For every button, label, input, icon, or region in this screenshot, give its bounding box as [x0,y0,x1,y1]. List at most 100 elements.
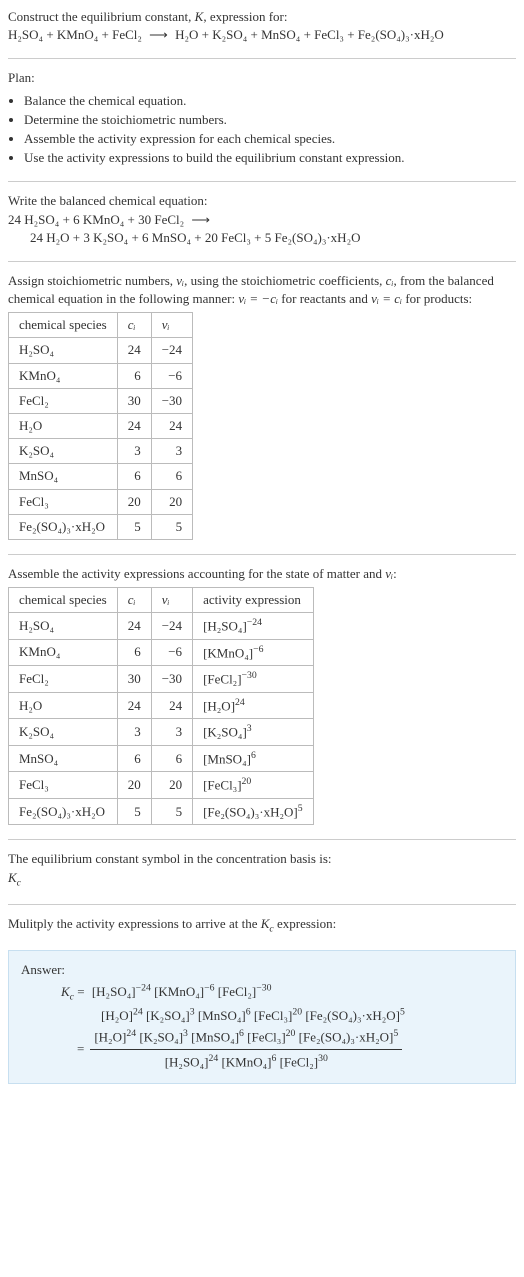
species-cell: FeCl₃ [9,772,118,799]
reaction-rhs: H₂O + K₂SO₄ + MnSO₄ + FeCl₃ + Fe₂(SO₄)₃·… [175,27,444,42]
assign-text: Assign stoichiometric numbers, νᵢ, using… [8,272,516,308]
species-cell: Fe₂(SO₄)₃·xH₂O [9,514,118,539]
balanced-rhs: 24 H₂O + 3 K₂SO₄ + 6 MnSO₄ + 20 FeCl₃ + … [30,230,361,245]
balanced-lhs: 24 H₂SO₄ + 6 KMnO₄ + 30 FeCl₂ [8,212,184,227]
reaction-lhs: H₂SO₄ + KMnO₄ + FeCl₂ [8,27,142,42]
table-row: H₂SO₄24−24[H₂SO₄]−24 [9,613,314,640]
table-row: MnSO₄66 [9,464,193,489]
prompt-section: Construct the equilibrium constant, K, e… [8,8,516,44]
activity-cell: [H₂SO₄]−24 [193,613,314,640]
assemble-section: Assemble the activity expressions accoun… [8,565,516,826]
nu-cell: 24 [151,692,192,719]
answer-label: Answer: [21,961,503,979]
assign-pre: Assign stoichiometric numbers, [8,273,176,288]
divider [8,839,516,840]
multiply-post: expression: [274,916,336,931]
table-row: KMnO₄6−6[KMnO₄]−6 [9,639,314,666]
table-row: K₂SO₄33 [9,439,193,464]
multiply-section: Mulitply the activity expressions to arr… [8,915,516,936]
table-row: MnSO₄66[MnSO₄]6 [9,745,314,772]
nu-cell: −30 [151,666,192,693]
species-cell: MnSO₄ [9,464,118,489]
divider [8,261,516,262]
nu-cell: 20 [151,772,192,799]
answer-box: Answer: Kc = [H₂SO₄]−24 [KMnO₄]−6 [FeCl₂… [8,950,516,1084]
nu-cell: 6 [151,745,192,772]
nu-cell: 5 [151,798,192,825]
nu-cell: −24 [151,613,192,640]
stoich-table: chemical species cᵢ νᵢ H₂SO₄24−24KMnO₄6−… [8,312,193,540]
species-cell: H₂O [9,414,118,439]
nu-cell: −6 [151,639,192,666]
fraction-denominator: [H₂SO₄]24 [KMnO₄]6 [FeCl₂]30 [90,1050,402,1072]
table-row: H₂O2424[H₂O]24 [9,692,314,719]
plan-item: Assemble the activity expression for eac… [24,130,516,148]
activity-cell: [MnSO₄]6 [193,745,314,772]
nu-cell: −24 [151,338,192,363]
activity-cell: [FeCl₃]20 [193,772,314,799]
ci-cell: 30 [117,666,151,693]
equals-sign: = [61,1040,84,1058]
assign-text-react: for reactants and [278,291,371,306]
activity-cell: [KMnO₄]−6 [193,639,314,666]
multiply-kc: Kc [261,916,274,931]
assign-rel-prod: νᵢ = cᵢ [371,291,402,306]
table-header: νᵢ [151,313,192,338]
activity-cell: [FeCl₂]−30 [193,666,314,693]
balanced-section: Write the balanced chemical equation: 24… [8,192,516,247]
table-row: FeCl₂30−30[FeCl₂]−30 [9,666,314,693]
multiply-pre: Mulitply the activity expressions to arr… [8,916,261,931]
assemble-nu: νᵢ [385,566,393,581]
divider [8,904,516,905]
ci-cell: 20 [117,489,151,514]
species-cell: KMnO₄ [9,363,118,388]
nu-cell: −30 [151,388,192,413]
species-cell: H₂SO₄ [9,338,118,363]
table-row: KMnO₄6−6 [9,363,193,388]
ci-cell: 6 [117,464,151,489]
reaction-arrow: ⟶ [149,26,168,44]
balanced-arrow: ⟶ [191,211,210,229]
nu-cell: 3 [151,719,192,746]
balanced-lhs-line: 24 H₂SO₄ + 6 KMnO₄ + 30 FeCl₂ ⟶ [8,211,516,229]
ci-cell: 6 [117,745,151,772]
species-cell: Fe₂(SO₄)₃·xH₂O [9,798,118,825]
ci-cell: 30 [117,388,151,413]
assign-text-prod: for products: [402,291,472,306]
ci-cell: 24 [117,414,151,439]
nu-cell: 24 [151,414,192,439]
table-row: FeCl₃2020 [9,489,193,514]
answer-line2: [H₂O]24 [K₂SO₄]3 [MnSO₄]6 [FeCl₃]20 [Fe₂… [61,1006,503,1026]
species-cell: FeCl₃ [9,489,118,514]
species-cell: FeCl₂ [9,388,118,413]
answer-kc: Kc = [61,984,92,999]
table-header: activity expression [193,588,314,613]
table-row: K₂SO₄33[K₂SO₄]3 [9,719,314,746]
ci-cell: 3 [117,719,151,746]
prompt-line1: Construct the equilibrium constant, K, e… [8,8,516,26]
assign-rel-react: νᵢ = −cᵢ [238,291,278,306]
plan-item: Determine the stoichiometric numbers. [24,111,516,129]
answer-body: Kc = [H₂SO₄]−24 [KMnO₄]−6 [FeCl₂]−30 [H₂… [21,981,503,1071]
nu-cell: 5 [151,514,192,539]
ci-cell: 6 [117,639,151,666]
plan-section: Plan: Balance the chemical equation. Det… [8,69,516,167]
plan-item: Use the activity expressions to build th… [24,149,516,167]
divider [8,58,516,59]
table-header: cᵢ [117,588,151,613]
ci-cell: 24 [117,338,151,363]
assign-mid1: , using the stoichiometric coefficients, [184,273,386,288]
assign-section: Assign stoichiometric numbers, νᵢ , using… [8,272,516,540]
table-row: Fe₂(SO₄)₃·xH₂O55 [9,514,193,539]
divider [8,181,516,182]
answer-line1: Kc = [H₂SO₄]−24 [KMnO₄]−6 [FeCl₂]−30 [61,981,503,1004]
ci-cell: 5 [117,798,151,825]
answer-frac-line: = [H₂O]24 [K₂SO₄]3 [MnSO₄]6 [FeCl₃]20 [F… [61,1027,503,1071]
table-header: chemical species [9,588,118,613]
ci-cell: 20 [117,772,151,799]
activity-cell: [H₂O]24 [193,692,314,719]
species-cell: H₂SO₄ [9,613,118,640]
nu-cell: 20 [151,489,192,514]
plan-item: Balance the chemical equation. [24,92,516,110]
nu-cell: −6 [151,363,192,388]
